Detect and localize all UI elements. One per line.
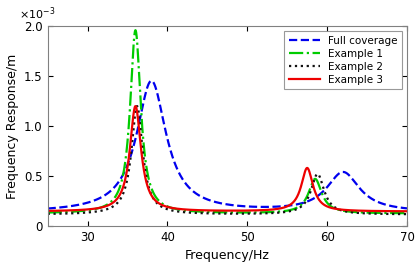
Example 1 [86,209,91,212]
Example 2 [45,212,50,215]
Example 1 [398,211,403,215]
Full coverage [404,207,410,210]
Example 1 [45,211,50,214]
Full coverage [45,207,50,210]
Example 3 [183,208,188,211]
Full coverage [359,188,364,192]
Example 2 [86,211,91,214]
Full coverage [199,195,204,198]
Example 2 [199,211,204,215]
Example 3 [404,210,410,213]
Legend: Full coverage, Example 1, Example 2, Example 3: Full coverage, Example 1, Example 2, Exa… [284,32,402,89]
Example 3 [398,210,403,213]
Full coverage [108,190,113,193]
Example 1 [199,210,204,213]
Text: $\times10^{-3}$: $\times10^{-3}$ [19,6,55,22]
X-axis label: Frequency/Hz: Frequency/Hz [185,250,270,262]
Line: Example 2: Example 2 [47,106,407,214]
Example 1 [359,211,364,214]
Example 1 [133,29,138,32]
Full coverage [398,206,403,209]
Example 2 [398,213,403,216]
Example 1 [404,211,410,215]
Line: Example 3: Example 3 [47,106,407,211]
Example 1 [108,201,113,204]
Example 3 [108,203,113,206]
Full coverage [183,182,188,185]
Example 3 [359,209,364,212]
Full coverage [149,79,154,82]
Example 1 [183,209,188,212]
Example 2 [183,211,188,214]
Example 3 [45,209,50,213]
Line: Example 1: Example 1 [47,30,407,213]
Example 2 [359,211,364,215]
Example 3 [199,209,204,212]
Example 2 [108,206,113,210]
Line: Full coverage: Full coverage [47,81,407,209]
Example 3 [86,208,91,211]
Full coverage [86,201,91,204]
Y-axis label: Frequency Response/m: Frequency Response/m [5,54,18,199]
Example 3 [133,105,138,108]
Example 2 [134,105,139,108]
Example 2 [404,213,410,216]
